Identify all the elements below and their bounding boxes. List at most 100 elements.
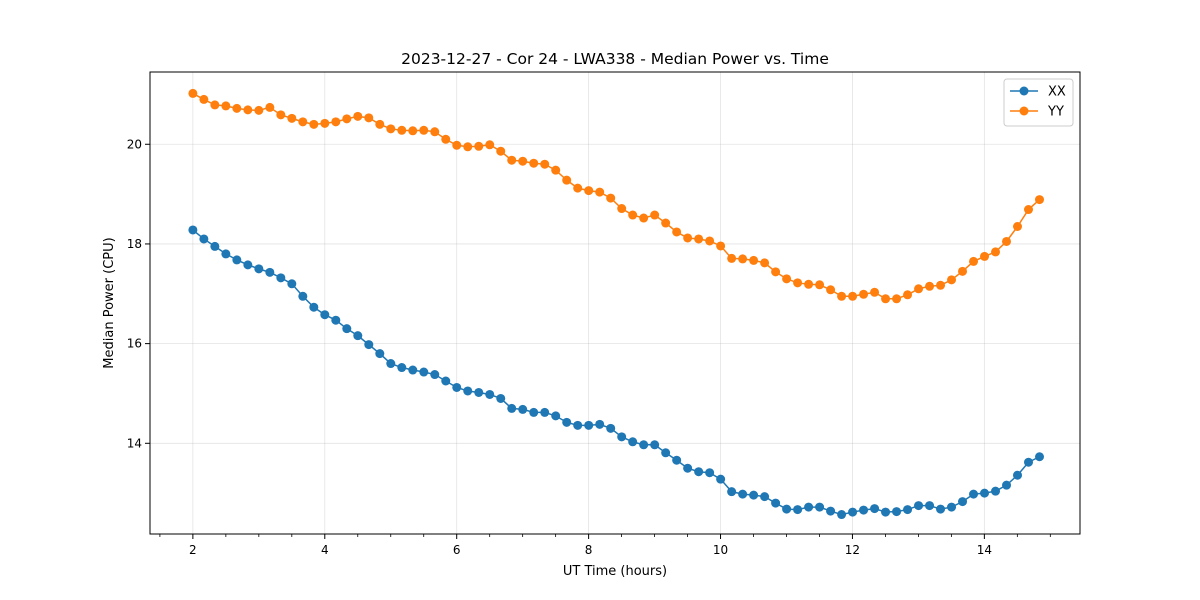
data-point-xx — [353, 331, 363, 341]
data-point-xx — [771, 498, 781, 508]
data-point-yy — [991, 247, 1001, 257]
data-point-xx — [452, 382, 462, 392]
data-point-xx — [210, 241, 220, 251]
data-point-yy — [980, 251, 990, 261]
x-tick-label: 8 — [585, 543, 593, 557]
data-point-yy — [749, 255, 759, 265]
data-point-xx — [551, 411, 561, 421]
data-point-yy — [518, 156, 528, 166]
data-point-xx — [441, 376, 451, 386]
data-point-yy — [628, 210, 638, 220]
data-point-xx — [364, 340, 374, 350]
data-point-xx — [969, 489, 979, 499]
x-tick-label: 4 — [321, 543, 329, 557]
data-point-yy — [353, 111, 363, 121]
data-point-xx — [892, 507, 902, 517]
data-point-xx — [540, 407, 550, 417]
legend: XX YY — [1003, 78, 1074, 127]
data-point-yy — [1024, 205, 1033, 215]
data-point-yy — [694, 234, 704, 244]
data-point-yy — [650, 210, 660, 220]
data-point-xx — [617, 432, 627, 442]
data-point-yy — [892, 294, 902, 304]
data-point-xx — [408, 365, 418, 375]
data-point-xx — [672, 455, 682, 465]
y-tick-label: 20 — [127, 137, 142, 151]
data-point-yy — [243, 105, 253, 115]
data-point-yy — [529, 158, 539, 168]
chart-title: 2023-12-27 - Cor 24 - LWA338 - Median Po… — [401, 50, 829, 68]
data-point-xx — [837, 510, 847, 520]
data-point-xx — [1013, 470, 1023, 480]
data-point-xx — [947, 502, 957, 512]
data-point-xx — [716, 474, 726, 484]
data-point-yy — [584, 186, 594, 196]
data-point-yy — [496, 146, 506, 156]
data-point-xx — [650, 440, 660, 450]
data-point-yy — [210, 100, 220, 110]
data-point-yy — [540, 159, 550, 169]
data-point-xx — [188, 225, 198, 235]
data-point-xx — [265, 267, 275, 277]
data-point-yy — [562, 175, 572, 185]
data-point-xx — [485, 389, 495, 399]
data-point-yy — [342, 114, 352, 124]
data-point-xx — [474, 387, 484, 397]
data-point-yy — [947, 275, 957, 285]
data-point-yy — [914, 284, 924, 294]
x-axis-label: UT Time (hours) — [563, 564, 667, 579]
y-tick-label: 18 — [127, 237, 142, 251]
legend-marker-yy — [1019, 106, 1029, 116]
data-point-yy — [298, 117, 308, 127]
data-point-xx — [749, 490, 759, 500]
data-point-yy — [364, 113, 374, 123]
data-point-yy — [551, 165, 561, 175]
data-point-yy — [826, 285, 836, 295]
data-point-xx — [980, 488, 990, 498]
data-point-xx — [386, 359, 396, 369]
data-point-xx — [375, 349, 385, 359]
data-point-yy — [254, 105, 264, 115]
series-layer — [188, 88, 1044, 520]
data-point-yy — [859, 289, 869, 299]
legend-label-yy: YY — [1047, 105, 1064, 120]
data-point-yy — [419, 125, 429, 135]
data-point-yy — [573, 183, 583, 193]
data-point-yy — [760, 258, 770, 268]
data-point-xx — [254, 264, 264, 274]
data-point-yy — [925, 281, 935, 291]
data-point-xx — [1002, 480, 1012, 490]
y-tick-label: 14 — [127, 436, 142, 450]
x-tick-label: 2 — [189, 543, 197, 557]
data-point-xx — [628, 437, 638, 447]
data-point-yy — [881, 294, 891, 304]
data-point-yy — [969, 256, 979, 266]
data-point-yy — [507, 155, 517, 165]
data-point-yy — [683, 233, 693, 243]
data-point-xx — [232, 255, 242, 265]
data-point-xx — [529, 407, 539, 417]
data-point-yy — [199, 94, 209, 104]
data-point-yy — [386, 124, 396, 134]
data-point-xx — [870, 504, 880, 514]
x-tick-label: 6 — [453, 543, 461, 557]
data-point-xx — [342, 324, 352, 334]
data-point-yy — [705, 236, 715, 246]
data-point-xx — [276, 273, 286, 283]
data-point-yy — [375, 119, 385, 129]
data-point-xx — [331, 315, 341, 325]
data-point-xx — [298, 291, 308, 301]
series-line-xx — [192, 229, 1040, 516]
data-point-xx — [991, 486, 1001, 496]
data-point-xx — [430, 370, 440, 380]
data-point-yy — [936, 280, 946, 290]
data-point-yy — [276, 110, 286, 120]
data-point-xx — [243, 260, 253, 270]
data-point-xx — [1035, 452, 1044, 462]
data-point-yy — [738, 254, 748, 264]
data-point-yy — [485, 140, 495, 150]
plot-frame — [149, 71, 1081, 535]
x-tick-label: 10 — [713, 543, 728, 557]
data-point-xx — [793, 505, 803, 515]
